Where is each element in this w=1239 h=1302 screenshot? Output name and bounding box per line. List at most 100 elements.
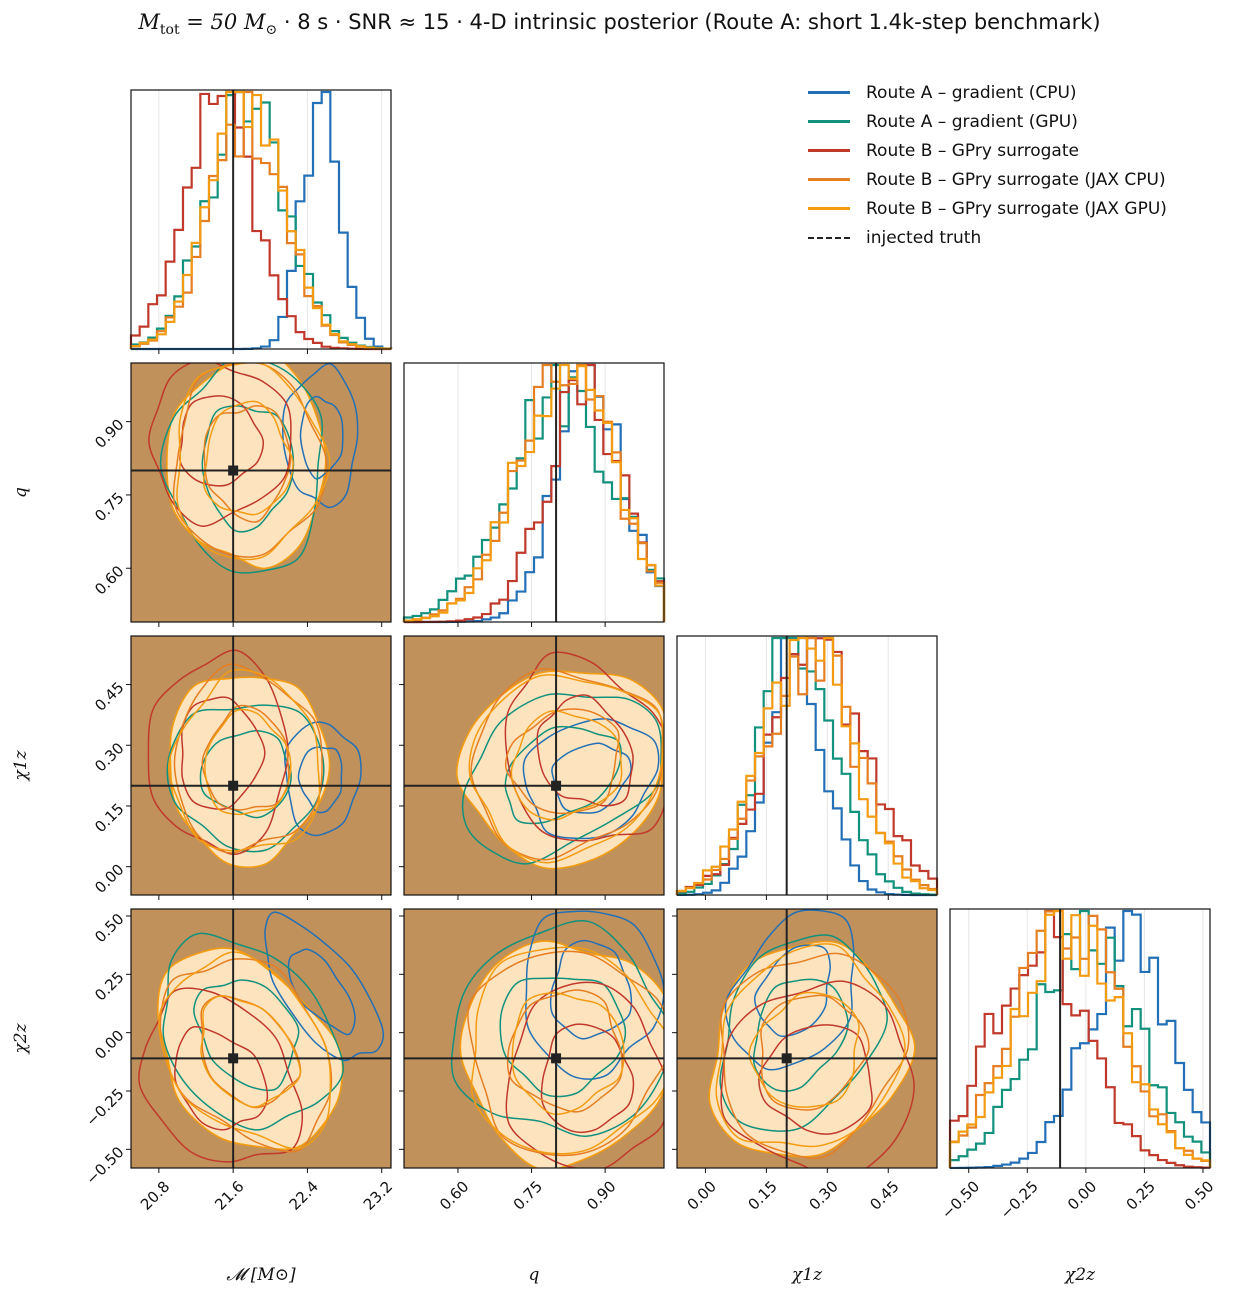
y-tick-label: 0.15 xyxy=(91,800,127,836)
pair-panel-chi1z-chi2z xyxy=(676,908,938,1169)
panel-contours xyxy=(455,651,664,870)
contour-4-0 xyxy=(158,951,332,1150)
x-tick-label: 20.8 xyxy=(137,1177,173,1213)
title-rest: · 8 s · SNR ≈ 15 · 4-D intrinsic posteri… xyxy=(277,10,1101,34)
contour-2-1 xyxy=(180,696,266,811)
x-axis-label-mc: 𝓜 [M⊙] xyxy=(226,1265,296,1285)
contour-0-0 xyxy=(284,721,362,837)
panel-frame xyxy=(130,89,392,350)
x-axis-label-chi2z: χ2z xyxy=(1064,1265,1096,1285)
title-mass: M xyxy=(138,10,160,34)
y-tick-label: 0.25 xyxy=(91,968,127,1004)
contour-0-0 xyxy=(724,909,855,1071)
legend-swatch xyxy=(808,236,850,239)
diag-panel-chi1z xyxy=(675,635,939,897)
panel-frame xyxy=(949,908,1211,1169)
legend-label: injected truth xyxy=(866,227,982,248)
x-tick-label: −0.25 xyxy=(997,1177,1042,1222)
truth-marker xyxy=(551,780,562,791)
contour-0-1 xyxy=(297,746,343,814)
contour-4-0 xyxy=(168,668,321,852)
y-tick-label: −0.50 xyxy=(82,1143,127,1188)
contour-2-0 xyxy=(138,987,304,1163)
contour-3-1 xyxy=(201,704,290,811)
contour-0-0 xyxy=(264,911,385,1062)
panel-frame xyxy=(130,908,392,1169)
panel-contours xyxy=(138,911,385,1163)
panel-frame xyxy=(676,635,938,896)
legend-entry: Route A – gradient (CPU) xyxy=(808,78,1167,107)
x-tick-label: 0.15 xyxy=(745,1177,781,1213)
contour-4-1 xyxy=(510,710,623,821)
legend-swatch xyxy=(808,91,850,94)
panel-frame xyxy=(130,362,392,623)
title-mass-rest: = 50 M xyxy=(179,10,266,34)
y-tick-label: 0.75 xyxy=(91,489,127,525)
panel-frame xyxy=(676,908,938,1169)
contour-0-1 xyxy=(753,944,831,1038)
contour-0-0 xyxy=(522,718,660,840)
legend-label: Route B – GPry surrogate (JAX CPU) xyxy=(866,169,1166,190)
panel-contours xyxy=(148,363,359,574)
legend-entry: Route B – GPry surrogate (JAX CPU) xyxy=(808,165,1167,194)
legend-swatch xyxy=(808,178,850,181)
y-tick-label: 0.90 xyxy=(91,415,127,451)
histogram-0 xyxy=(948,909,1212,1170)
truth-marker xyxy=(228,780,239,791)
contour-4-1 xyxy=(204,708,292,816)
title-mass-sub: tot xyxy=(159,22,180,39)
histogram-4 xyxy=(948,909,1212,1168)
pair-panel-q-chi1z xyxy=(403,635,665,896)
legend-label: Route B – GPry surrogate (JAX GPU) xyxy=(866,198,1167,219)
truth-marker xyxy=(781,1053,792,1064)
legend-entry: injected truth xyxy=(808,223,1167,252)
x-tick-label: 0.60 xyxy=(436,1177,472,1213)
credible-region-fill xyxy=(169,676,331,869)
contour-2-0 xyxy=(720,980,915,1168)
contour-1-1 xyxy=(199,729,292,819)
contour-1-1 xyxy=(499,977,627,1098)
legend-swatch xyxy=(808,149,850,152)
panel-contours xyxy=(450,910,664,1168)
contour-3-1 xyxy=(506,989,624,1113)
contour-0-0 xyxy=(281,363,359,509)
truth-marker xyxy=(228,465,239,476)
contour-3-0 xyxy=(720,952,910,1159)
figure-title: Mtot = 50 M⊙ · 8 s · SNR ≈ 15 · 4-D intr… xyxy=(0,10,1239,38)
legend-entry: Route B – GPry surrogate (JAX GPU) xyxy=(808,194,1167,223)
contour-4-0 xyxy=(470,946,664,1155)
x-tick-label: 0.25 xyxy=(1123,1177,1159,1213)
contour-4-1 xyxy=(203,400,294,516)
pair-panel-mc-chi2z xyxy=(130,908,392,1169)
x-tick-label: 0.50 xyxy=(1181,1177,1217,1213)
contour-2-0 xyxy=(505,981,664,1168)
diag-panel-q xyxy=(402,362,666,624)
panel-frame xyxy=(403,362,665,623)
contour-4-0 xyxy=(468,674,664,864)
contour-4-1 xyxy=(748,991,860,1108)
diag-panel-chi2z xyxy=(948,908,1212,1170)
contour-3-0 xyxy=(467,950,664,1157)
histogram-4 xyxy=(129,90,393,350)
x-tick-label: 23.2 xyxy=(360,1177,396,1213)
contour-1-0 xyxy=(450,919,664,1137)
x-tick-label: 0.45 xyxy=(866,1177,902,1213)
legend-label: Route B – GPry surrogate xyxy=(866,140,1079,161)
x-tick-label: 0.30 xyxy=(805,1177,841,1213)
contour-2-1 xyxy=(540,1023,635,1134)
histogram-2 xyxy=(948,909,1212,1169)
histogram-4 xyxy=(675,636,939,895)
y-tick-label: 0.50 xyxy=(91,910,127,946)
panel-contours xyxy=(147,649,362,869)
y-tick-label: −0.25 xyxy=(82,1085,127,1130)
credible-region-fill xyxy=(166,363,327,570)
contour-4-0 xyxy=(715,943,906,1148)
x-tick-label: −0.50 xyxy=(938,1177,983,1222)
contour-2-0 xyxy=(148,363,292,527)
legend-swatch xyxy=(808,207,850,210)
y-axis-label-q: q xyxy=(11,487,31,498)
x-tick-label: 0.75 xyxy=(510,1177,546,1213)
panel-frame xyxy=(130,635,392,896)
truth-marker xyxy=(551,1053,562,1064)
